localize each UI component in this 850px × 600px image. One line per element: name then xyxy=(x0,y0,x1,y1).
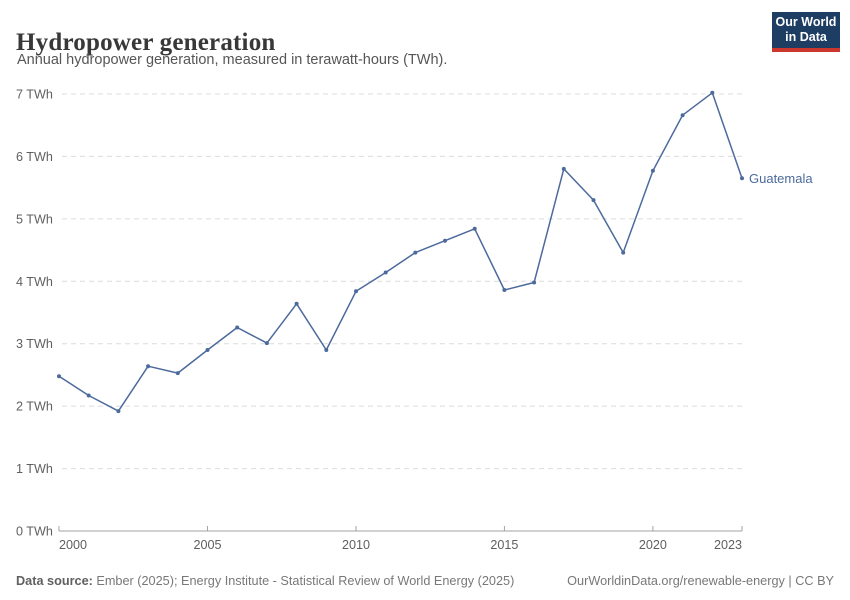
data-point-2015 xyxy=(502,288,507,292)
data-point-2005 xyxy=(205,348,210,352)
data-point-2001 xyxy=(86,393,91,398)
data-point-2011 xyxy=(383,270,388,275)
data-point-2007 xyxy=(264,341,269,346)
data-point-2023 xyxy=(740,176,744,181)
owid-logo-line2: in Data xyxy=(785,30,827,44)
y-axis-label-2: 2 TWh xyxy=(16,400,53,414)
x-axis-label-2005: 2005 xyxy=(193,538,221,552)
data-point-2014 xyxy=(472,226,477,231)
chart-subtitle: Annual hydropower generation, measured i… xyxy=(17,52,448,68)
data-point-2021 xyxy=(680,113,685,118)
x-axis-label-2015: 2015 xyxy=(490,538,518,552)
data-point-2006 xyxy=(235,325,240,330)
y-axis-label-7: 7 TWh xyxy=(16,88,53,102)
data-point-2016 xyxy=(532,280,537,285)
owid-logo-line1: Our World xyxy=(775,14,837,29)
y-axis-label-6: 6 TWh xyxy=(16,150,53,164)
y-axis-label-0: 0 TWh xyxy=(16,525,53,539)
data-point-2022 xyxy=(710,90,715,95)
series-line-guatemala xyxy=(58,92,743,412)
data-point-2009 xyxy=(324,348,329,352)
data-point-2020 xyxy=(650,168,655,173)
data-point-2000 xyxy=(57,374,61,379)
data-point-2012 xyxy=(413,250,418,255)
license-link[interactable]: CC BY xyxy=(795,574,834,588)
data-point-2002 xyxy=(116,409,121,414)
chart-footer: Data source: Ember (2025); Energy Instit… xyxy=(16,574,834,588)
x-axis-label-2010: 2010 xyxy=(342,538,370,552)
data-point-2017 xyxy=(561,166,566,171)
data-point-2004 xyxy=(175,371,180,376)
footer-links: OurWorldinData.org/renewable-energy | CC… xyxy=(567,574,834,588)
data-source-note: Data source: Ember (2025); Energy Instit… xyxy=(16,574,514,588)
entity-label-guatemala: Guatemala xyxy=(749,171,813,186)
y-axis-label-3: 3 TWh xyxy=(16,337,53,351)
page-title: Hydropower generation xyxy=(16,28,276,56)
data-point-2018 xyxy=(591,198,596,203)
data-point-2013 xyxy=(443,238,447,243)
y-axis-label-4: 4 TWh xyxy=(16,275,53,289)
y-axis-label-5: 5 TWh xyxy=(16,212,53,226)
footer-separator: | xyxy=(784,574,796,588)
data-point-2010 xyxy=(354,289,358,294)
owid-logo[interactable]: Our World in Data xyxy=(772,12,840,52)
y-axis-label-1: 1 TWh xyxy=(16,462,53,476)
data-point-2003 xyxy=(146,364,151,369)
data-source-text: Ember (2025); Energy Institute - Statist… xyxy=(92,574,515,588)
data-point-2019 xyxy=(621,250,626,255)
owid-url-link[interactable]: OurWorldinData.org/renewable-energy xyxy=(567,574,785,588)
x-axis-label-2023: 2023 xyxy=(714,538,742,552)
x-axis-label-2000: 2000 xyxy=(59,538,87,552)
data-source-label: Data source: xyxy=(16,574,93,588)
x-axis-label-2020: 2020 xyxy=(639,538,667,552)
data-point-2008 xyxy=(294,301,299,306)
